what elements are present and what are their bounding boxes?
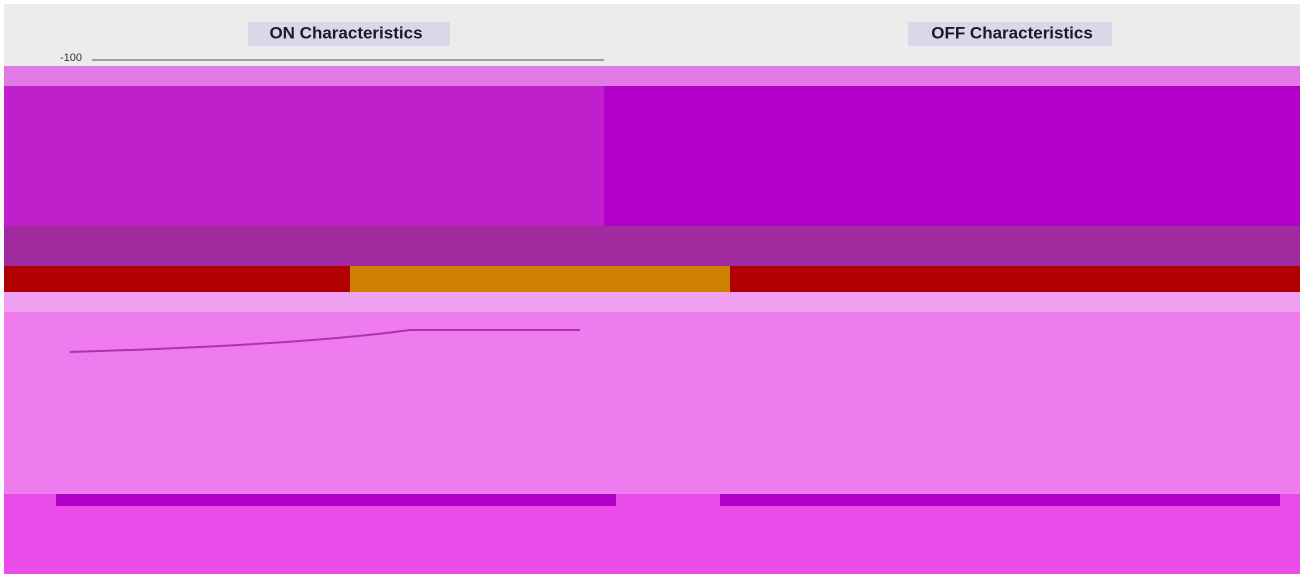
noise-band xyxy=(720,494,1280,506)
curve xyxy=(69,329,580,353)
panel-title: OFF Characteristics xyxy=(931,23,1093,42)
noise-band xyxy=(4,494,1300,574)
noise-band xyxy=(4,312,1300,494)
title-box xyxy=(908,22,1112,46)
noise-band xyxy=(4,292,1300,312)
title-box xyxy=(248,22,450,46)
noise-band xyxy=(4,66,1300,86)
noise-band xyxy=(350,266,730,292)
tick-label: -100 xyxy=(60,52,82,64)
noise-band xyxy=(56,494,616,506)
noise-band xyxy=(4,226,1300,266)
noise-band xyxy=(4,86,604,226)
panel-title: ON Characteristics xyxy=(269,23,422,42)
